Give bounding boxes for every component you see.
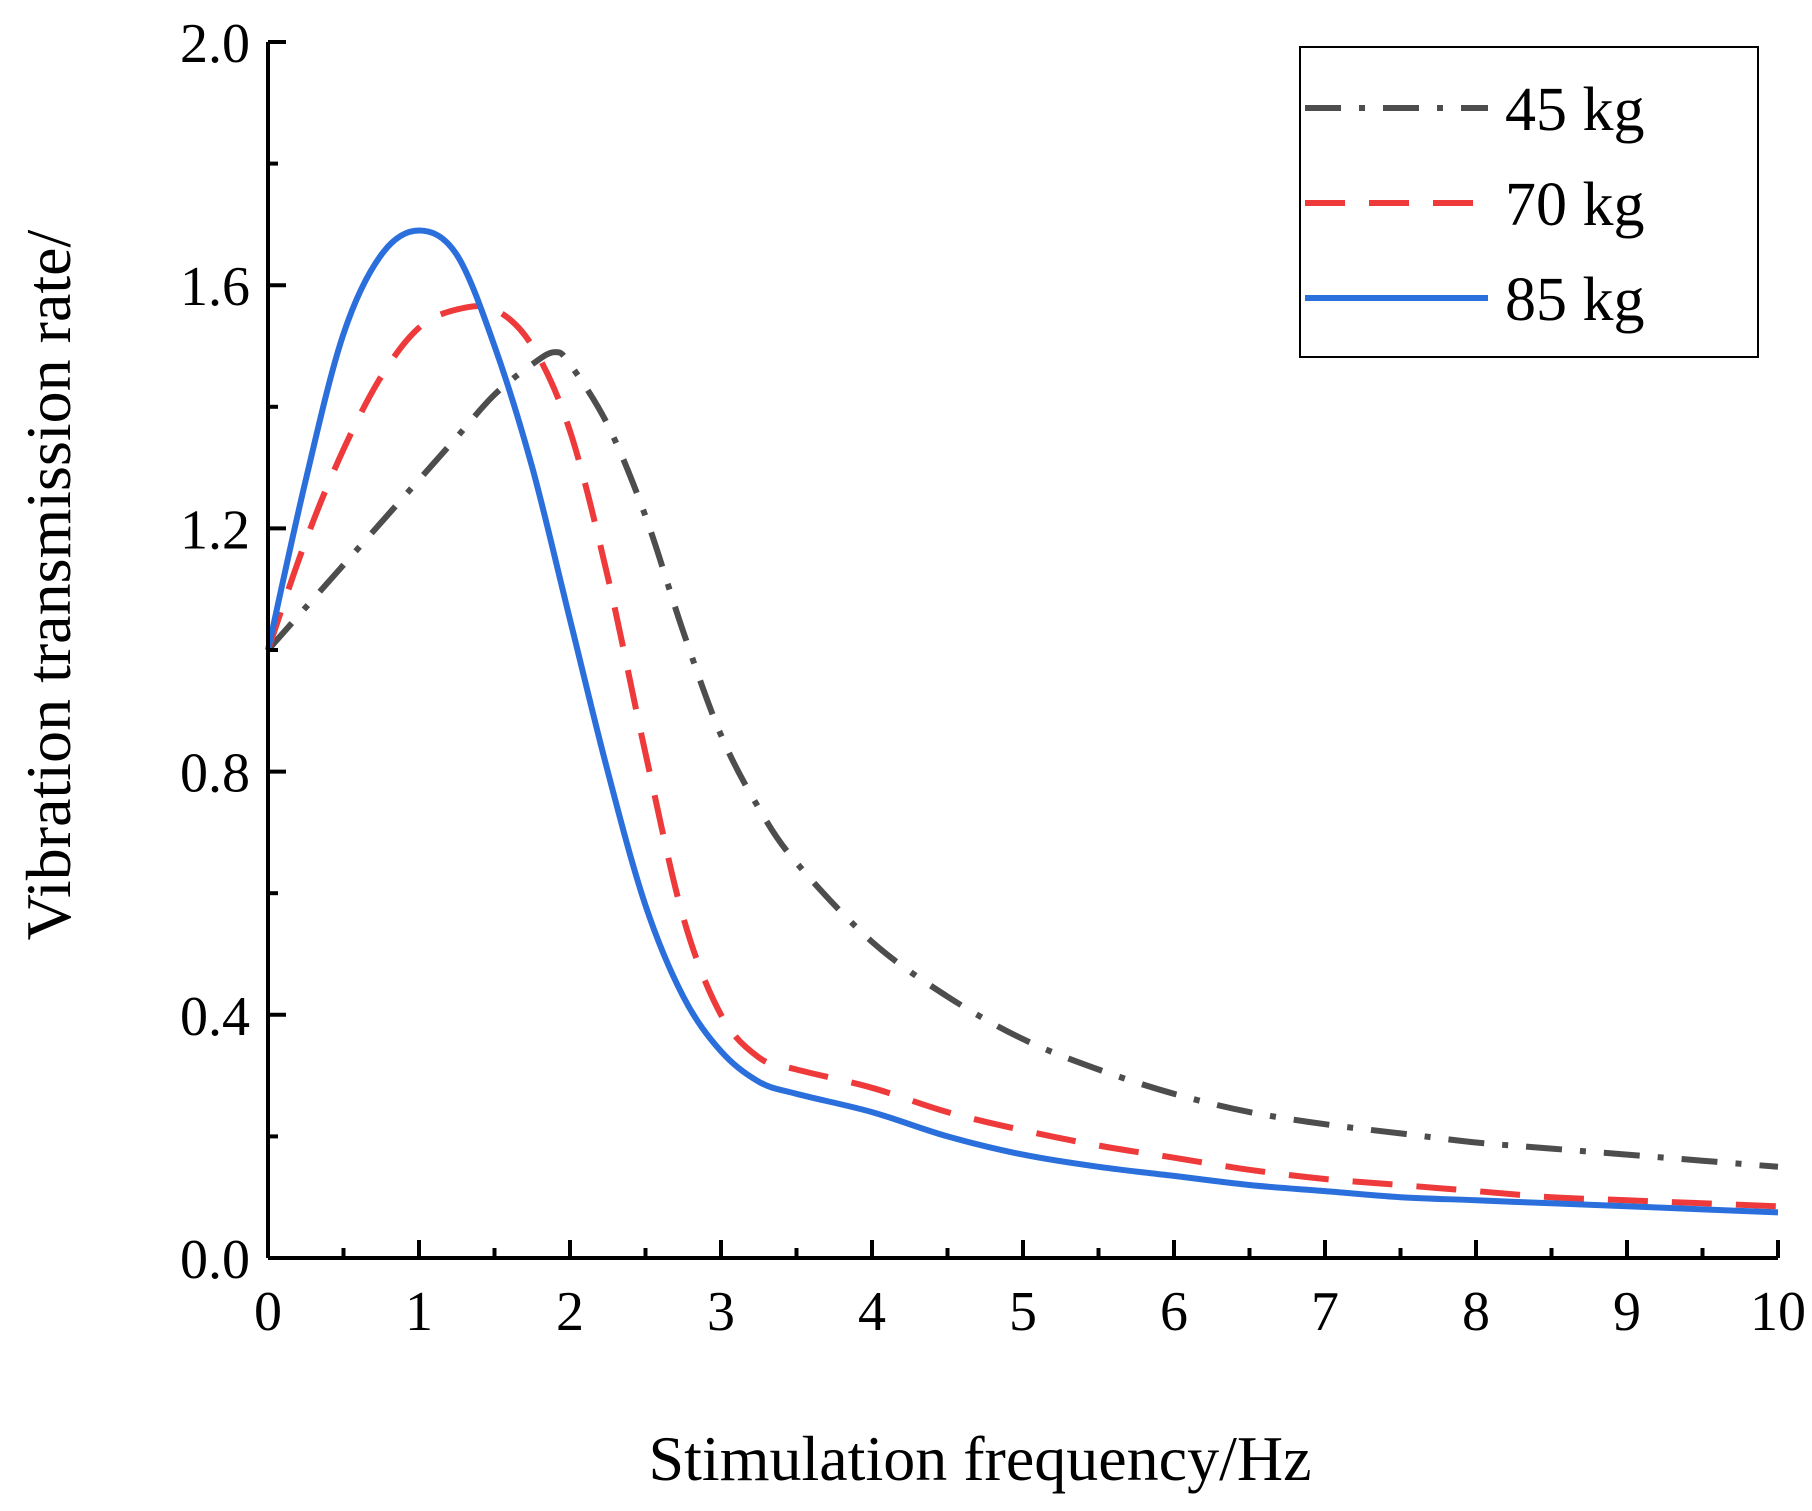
x-tick-label: 9	[1613, 1281, 1641, 1343]
y-tick-label: 0.8	[180, 743, 250, 805]
y-tick-label: 0.0	[180, 1229, 250, 1291]
legend-items: 45 kg 70 kg 85 kg	[1305, 76, 1645, 334]
series-line-70-kg	[265, 303, 1779, 1210]
series-layer	[265, 227, 1779, 1216]
y-tick-label: 2.0	[180, 13, 250, 75]
x-axis-title: Stimulation frequency/Hz	[649, 1423, 1312, 1494]
x-tick-label: 6	[1160, 1281, 1188, 1343]
legend-label: 85 kg	[1505, 266, 1645, 334]
y-axis-title: Vibration transmission rate/	[13, 229, 84, 940]
tick-label-layer: 0 1 2 3 4 5 6 7 8 9 10 0.0 0.4 0.8 1.2 1.6 2.0	[180, 13, 1806, 1343]
y-tick-label: 0.4	[180, 986, 250, 1048]
legend: 45 kg 70 kg 85 kg	[1299, 46, 1759, 358]
x-tick-label: 0	[254, 1281, 282, 1343]
series-line-85-kg	[265, 227, 1779, 1216]
axes-layer	[266, 40, 1780, 1260]
y-tick-label: 1.2	[180, 499, 250, 561]
x-tick-label: 8	[1462, 1281, 1490, 1343]
x-tick-label: 10	[1750, 1281, 1806, 1343]
x-tick-label: 1	[405, 1281, 433, 1343]
x-tick-label: 5	[1009, 1281, 1037, 1343]
x-tick-label: 2	[556, 1281, 584, 1343]
y-tick-label: 1.6	[180, 256, 250, 318]
series-line-45-kg	[265, 349, 1779, 1170]
legend-label: 45 kg	[1505, 76, 1645, 144]
x-tick-label: 3	[707, 1281, 735, 1343]
x-tick-label: 4	[858, 1281, 886, 1343]
x-tick-label: 7	[1311, 1281, 1339, 1343]
legend-label: 70 kg	[1505, 171, 1645, 239]
